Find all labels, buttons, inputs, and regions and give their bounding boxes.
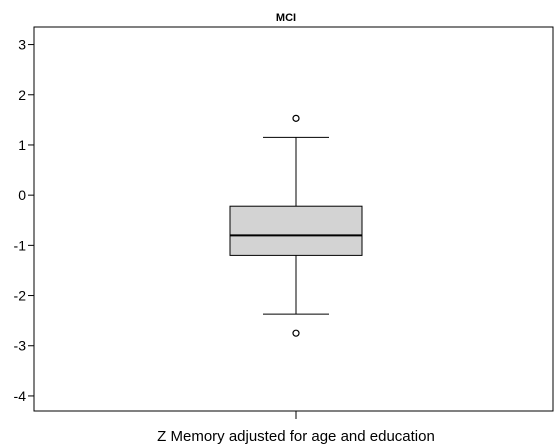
y-tick-label: 1 (18, 137, 26, 153)
x-axis-label: Z Memory adjusted for age and education (157, 428, 435, 445)
y-tick-label: -1 (14, 237, 27, 253)
y-tick-label: -2 (14, 288, 27, 304)
iqr-box (229, 205, 363, 256)
y-tick-label: 3 (18, 37, 26, 53)
y-axis: 3 2 1 0 -1 -2 -3 -4 (14, 37, 34, 404)
y-tick-label: 2 (18, 87, 26, 103)
outlier-point (292, 329, 300, 337)
box-group (229, 114, 363, 337)
y-tick-label: -4 (14, 388, 27, 404)
y-tick-label: 0 (18, 187, 26, 203)
outlier-point (292, 114, 300, 122)
chart-title: MCI (276, 12, 296, 24)
y-tick-label: -3 (14, 338, 27, 354)
